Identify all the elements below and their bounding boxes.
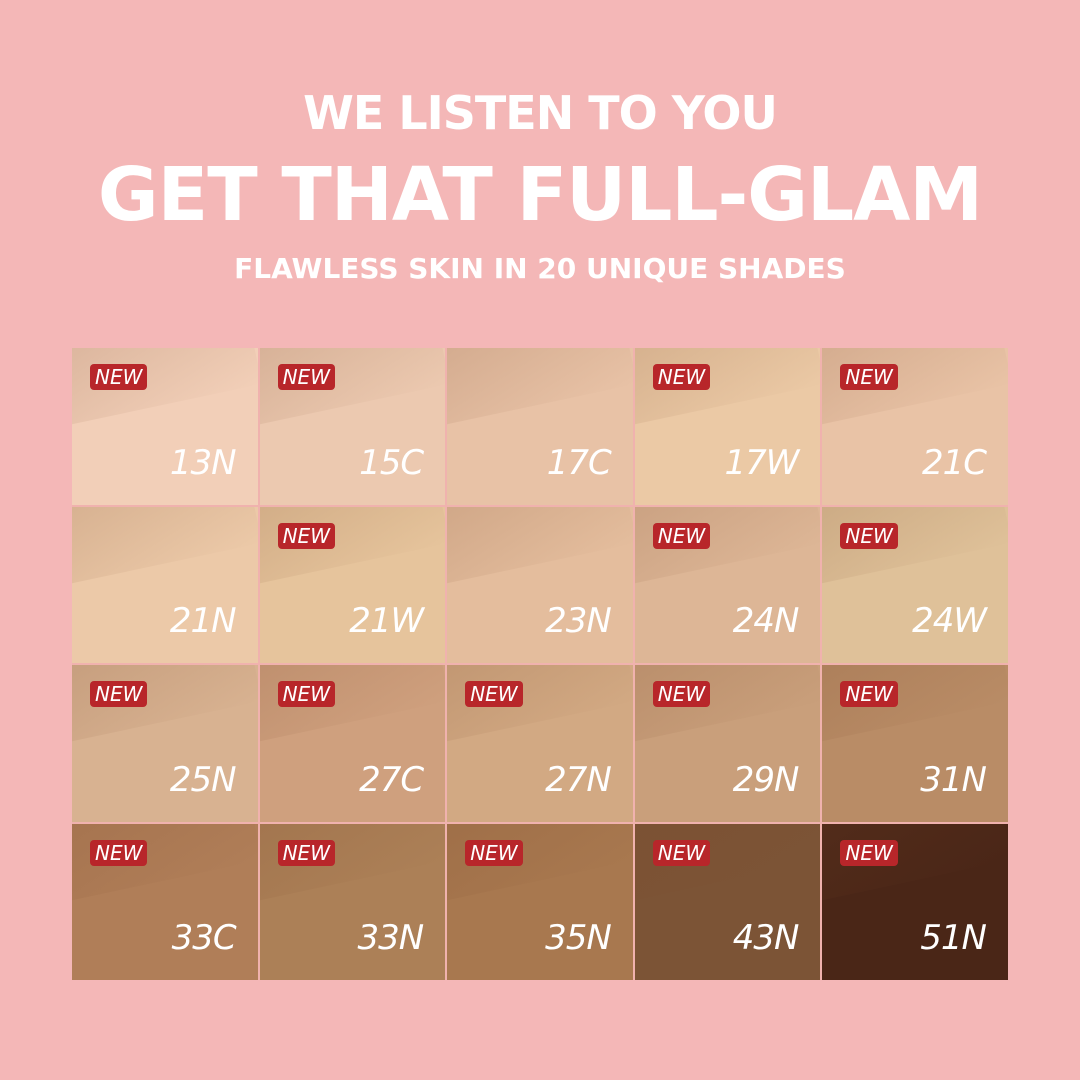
shade-swatch: NEW 51N xyxy=(822,823,1008,980)
subheadline: FLAWLESS SKIN IN 20 UNIQUE SHADES xyxy=(234,252,846,285)
shade-name: 31N xyxy=(920,759,987,800)
shade-swatch: NEW 24N xyxy=(634,506,821,663)
new-badge: NEW xyxy=(652,681,711,707)
shade-name: 29N xyxy=(732,759,800,800)
shade-name: 43N xyxy=(732,918,800,958)
shade-swatch: NEW 27C xyxy=(259,665,446,822)
shade-swatch: NEW 29N xyxy=(634,665,821,822)
shade-name: 27N xyxy=(545,759,612,800)
shade-name: 35N xyxy=(545,918,612,958)
new-badge: NEW xyxy=(277,839,335,866)
shade-name: 24N xyxy=(732,601,800,641)
shade-swatch: 17C xyxy=(447,348,633,505)
headline-top: WE LISTEN TO YOU xyxy=(303,86,778,140)
new-badge: NEW xyxy=(840,681,898,707)
shade-swatch: NEW 43N xyxy=(634,823,821,980)
shade-swatch: NEW 35N xyxy=(447,823,633,980)
new-badge: NEW xyxy=(277,522,335,549)
shade-name: 33C xyxy=(171,918,237,958)
new-badge: NEW xyxy=(90,839,148,866)
shade-name: 21N xyxy=(169,601,237,641)
shade-name: 21W xyxy=(349,601,424,641)
shade-name: 13N xyxy=(169,442,237,483)
shade-grid: NEW 13N NEW 15C 17C NEW 17W NEW 21C 21N NEW 21W 23N N… xyxy=(72,348,1008,980)
shade-name: 15C xyxy=(359,442,424,483)
new-badge: NEW xyxy=(90,364,148,390)
new-badge: NEW xyxy=(277,364,335,390)
new-badge: NEW xyxy=(840,364,898,390)
new-badge: NEW xyxy=(465,681,523,707)
shade-name: 21C xyxy=(921,442,987,483)
shade-name: 27C xyxy=(359,759,424,800)
shade-name: 23N xyxy=(545,601,612,641)
shade-swatch: 23N xyxy=(447,506,633,663)
shade-swatch: NEW 33N xyxy=(259,823,446,980)
new-badge: NEW xyxy=(652,364,711,390)
headline-main: GET THAT FULL-GLAM xyxy=(97,152,983,238)
shade-swatch: NEW 21W xyxy=(259,506,446,663)
new-badge: NEW xyxy=(90,681,148,707)
new-badge: NEW xyxy=(840,839,898,866)
shade-swatch: NEW 21C xyxy=(822,348,1008,505)
new-badge: NEW xyxy=(652,839,711,866)
shade-name: 17W xyxy=(724,442,800,483)
shade-swatch: NEW 27N xyxy=(447,665,633,822)
shade-name: 25N xyxy=(169,759,237,800)
shade-swatch: NEW 31N xyxy=(822,665,1008,822)
shade-swatch: NEW 15C xyxy=(259,348,446,505)
shade-name: 33N xyxy=(357,918,424,958)
shade-swatch: NEW 13N xyxy=(72,348,258,505)
shade-swatch: NEW 24W xyxy=(822,506,1008,663)
new-badge: NEW xyxy=(840,522,898,549)
shade-name: 51N xyxy=(920,918,987,958)
new-badge: NEW xyxy=(652,522,711,549)
new-badge: NEW xyxy=(277,681,335,707)
shade-swatch: NEW 25N xyxy=(72,665,258,822)
new-badge: NEW xyxy=(465,839,523,866)
shade-swatch: NEW 33C xyxy=(72,823,258,980)
shade-swatch: NEW 17W xyxy=(634,348,821,505)
shade-name: 24W xyxy=(912,601,987,641)
shade-name: 17C xyxy=(546,442,612,483)
shade-swatch: 21N xyxy=(72,506,258,663)
